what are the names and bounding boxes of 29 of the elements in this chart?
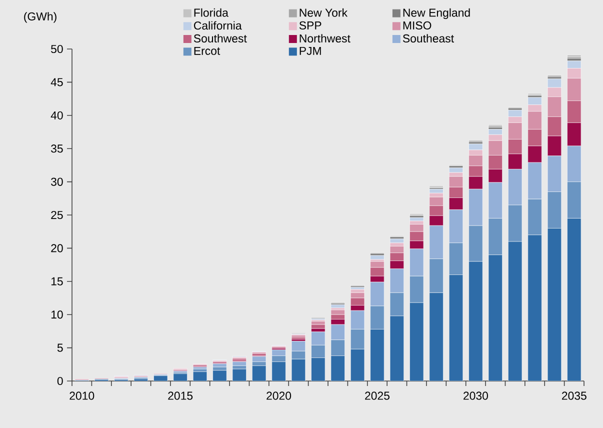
y-axis-title: (GWh) [24, 12, 56, 23]
y-tick-label: 15 [51, 277, 63, 286]
legend-label: New York [300, 8, 348, 17]
x-tick-label: 2035 [562, 392, 586, 400]
legend-label: Southeast [402, 34, 454, 42]
legend-label: PJM [300, 46, 321, 55]
legend-label: SPP [299, 21, 322, 30]
y-tick-label: 0 [57, 376, 63, 386]
y-tick-label: 35 [51, 144, 63, 153]
legend-label: MISO [403, 21, 432, 30]
legend-label: New England [403, 8, 470, 20]
legend-label: Ercot [194, 46, 220, 55]
x-tick-label: 2030 [464, 392, 488, 400]
y-tick-label: 25 [51, 210, 63, 220]
legend-label: Northwest [300, 34, 350, 42]
x-tick-label: 2010 [70, 392, 94, 400]
y-tick-label: 5 [57, 344, 63, 352]
y-tick-label: 40 [50, 111, 63, 120]
y-tick-label: 20 [51, 244, 63, 252]
legend-label: Southwest [194, 34, 247, 42]
legend-label: California [194, 21, 242, 30]
y-tick-label: 50 [51, 44, 63, 54]
x-tick-label: 2020 [266, 392, 292, 400]
x-tick-label: 2015 [168, 392, 193, 400]
y-tick-label: 30 [51, 178, 63, 186]
legend-label: Florida [194, 8, 228, 17]
y-tick-label: 45 [50, 78, 63, 86]
y-tick-label: 10 [51, 310, 63, 319]
x-tick-label: 2025 [365, 392, 390, 400]
